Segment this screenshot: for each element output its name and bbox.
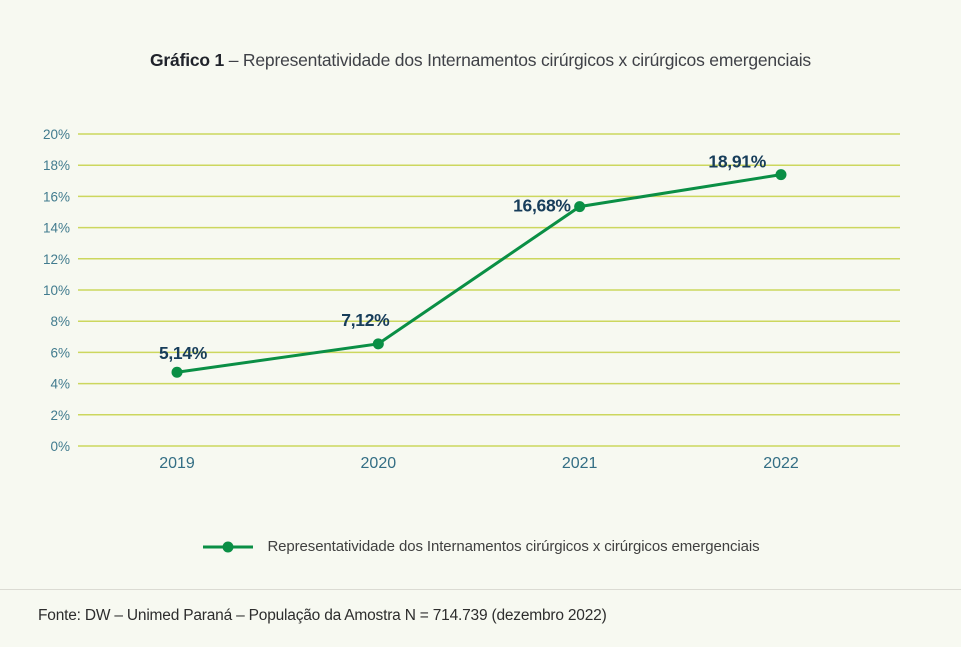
x-tick-label: 2022: [763, 455, 799, 472]
chart-title: Gráfico 1 – Representatividade dos Inter…: [0, 50, 961, 71]
data-point: [775, 169, 787, 181]
legend-dot: [222, 541, 234, 552]
data-point-label: 18,91%: [708, 152, 766, 172]
x-tick-label: 2021: [562, 455, 598, 472]
x-tick-label: 2019: [159, 455, 195, 472]
line-chart: 0% 2% 4% 6% 8% 10% 12% 14% 16% 18% 20% 2019 2020 2021…: [43, 127, 900, 472]
y-tick-label: 0%: [50, 439, 70, 454]
x-tick-label: 2020: [361, 455, 397, 472]
chart-title-prefix: Gráfico 1: [150, 50, 225, 70]
y-tick-label: 14%: [43, 221, 70, 236]
y-tick-label: 6%: [50, 345, 70, 360]
footer-source-text: Fonte: DW – Unimed Paraná – População da…: [38, 607, 607, 624]
y-tick-label: 2%: [50, 408, 70, 423]
data-point-label: 16,68%: [513, 196, 571, 216]
y-tick-label: 18%: [43, 158, 70, 173]
series-line: [175, 173, 783, 374]
legend: Representatividade dos Internamentos cir…: [0, 538, 961, 555]
y-tick-label: 20%: [43, 127, 70, 142]
legend-label: Representatividade dos Internamentos cir…: [267, 538, 760, 555]
footer-divider: [0, 589, 961, 590]
data-point: [574, 201, 586, 213]
chart-title-text: – Representatividade dos Internamentos c…: [224, 50, 811, 70]
y-tick-label: 10%: [43, 283, 70, 298]
y-tick-label: 16%: [43, 189, 70, 204]
y-tick-label: 12%: [43, 252, 70, 267]
y-tick-label: 4%: [50, 377, 70, 392]
data-point: [372, 338, 384, 350]
legend-marker-icon: [203, 541, 254, 552]
data-point-label: 7,12%: [341, 310, 390, 330]
data-point-label: 5,14%: [159, 343, 208, 363]
y-tick-label: 8%: [50, 314, 70, 329]
data-point: [171, 366, 183, 378]
